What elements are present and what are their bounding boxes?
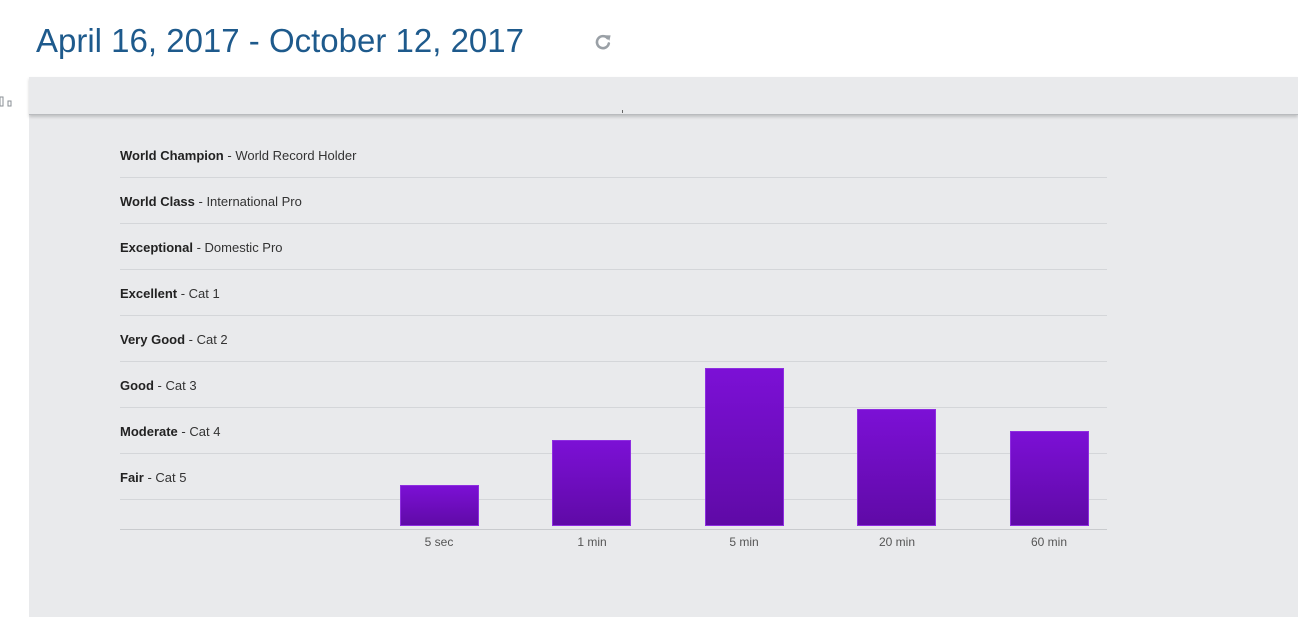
tier-name: Very Good xyxy=(120,332,186,347)
tier-description: - World Record Holder xyxy=(223,148,357,163)
clipped-heading-fragment xyxy=(620,104,626,114)
bar-5-min[interactable] xyxy=(705,368,784,526)
tier-name: Exceptional xyxy=(120,240,193,255)
tier-label: Exceptional - Domestic Pro xyxy=(120,240,283,255)
tier-description: - Domestic Pro xyxy=(192,240,283,255)
tier-gridline xyxy=(120,269,1107,270)
tier-description: - Cat 3 xyxy=(153,378,197,393)
tier-gridline xyxy=(120,407,1107,408)
tier-label: World Champion - World Record Holder xyxy=(120,148,356,163)
panel-header-bar xyxy=(29,77,1298,115)
x-tick-label: 5 sec xyxy=(424,535,454,549)
tier-gridline xyxy=(120,223,1107,224)
tier-gridline xyxy=(120,315,1107,316)
tier-name: Moderate xyxy=(120,424,178,439)
tier-description: - Cat 4 xyxy=(177,424,221,439)
tier-name: Good xyxy=(120,378,154,393)
tier-label: Good - Cat 3 xyxy=(120,378,197,393)
tier-label: Moderate - Cat 4 xyxy=(120,424,220,439)
tier-name: Excellent xyxy=(120,286,178,301)
bar-60-min[interactable] xyxy=(1010,431,1089,526)
tier-description: - Cat 5 xyxy=(143,470,187,485)
tier-description: - Cat 1 xyxy=(177,286,220,301)
date-range-title: April 16, 2017 - October 12, 2017 xyxy=(36,22,524,59)
x-tick-label: 1 min xyxy=(577,535,607,549)
tier-label: Very Good - Cat 2 xyxy=(120,332,228,347)
x-tick-label: 60 min xyxy=(1030,535,1068,549)
tier-name: World Champion xyxy=(120,148,224,163)
tier-name: Fair xyxy=(120,470,144,485)
tier-description: - Cat 2 xyxy=(185,332,228,347)
x-tick-label: 5 min xyxy=(729,535,759,549)
tier-label: World Class - International Pro xyxy=(120,194,302,209)
x-axis-baseline xyxy=(120,529,1107,530)
tier-name: World Class xyxy=(120,194,195,209)
tier-gridline xyxy=(120,177,1107,178)
bar-20-min[interactable] xyxy=(857,409,936,526)
tier-label: Fair - Cat 5 xyxy=(120,470,186,485)
refresh-icon[interactable] xyxy=(592,31,614,53)
bar-5-sec[interactable] xyxy=(400,485,479,526)
bar-chart-icon[interactable] xyxy=(0,94,16,110)
x-tick-label: 20 min xyxy=(878,535,916,549)
chart-panel xyxy=(29,77,1298,617)
tier-gridline xyxy=(120,361,1107,362)
tier-label: Excellent - Cat 1 xyxy=(120,286,220,301)
bar-1-min[interactable] xyxy=(552,440,631,526)
tier-description: - International Pro xyxy=(194,194,302,209)
